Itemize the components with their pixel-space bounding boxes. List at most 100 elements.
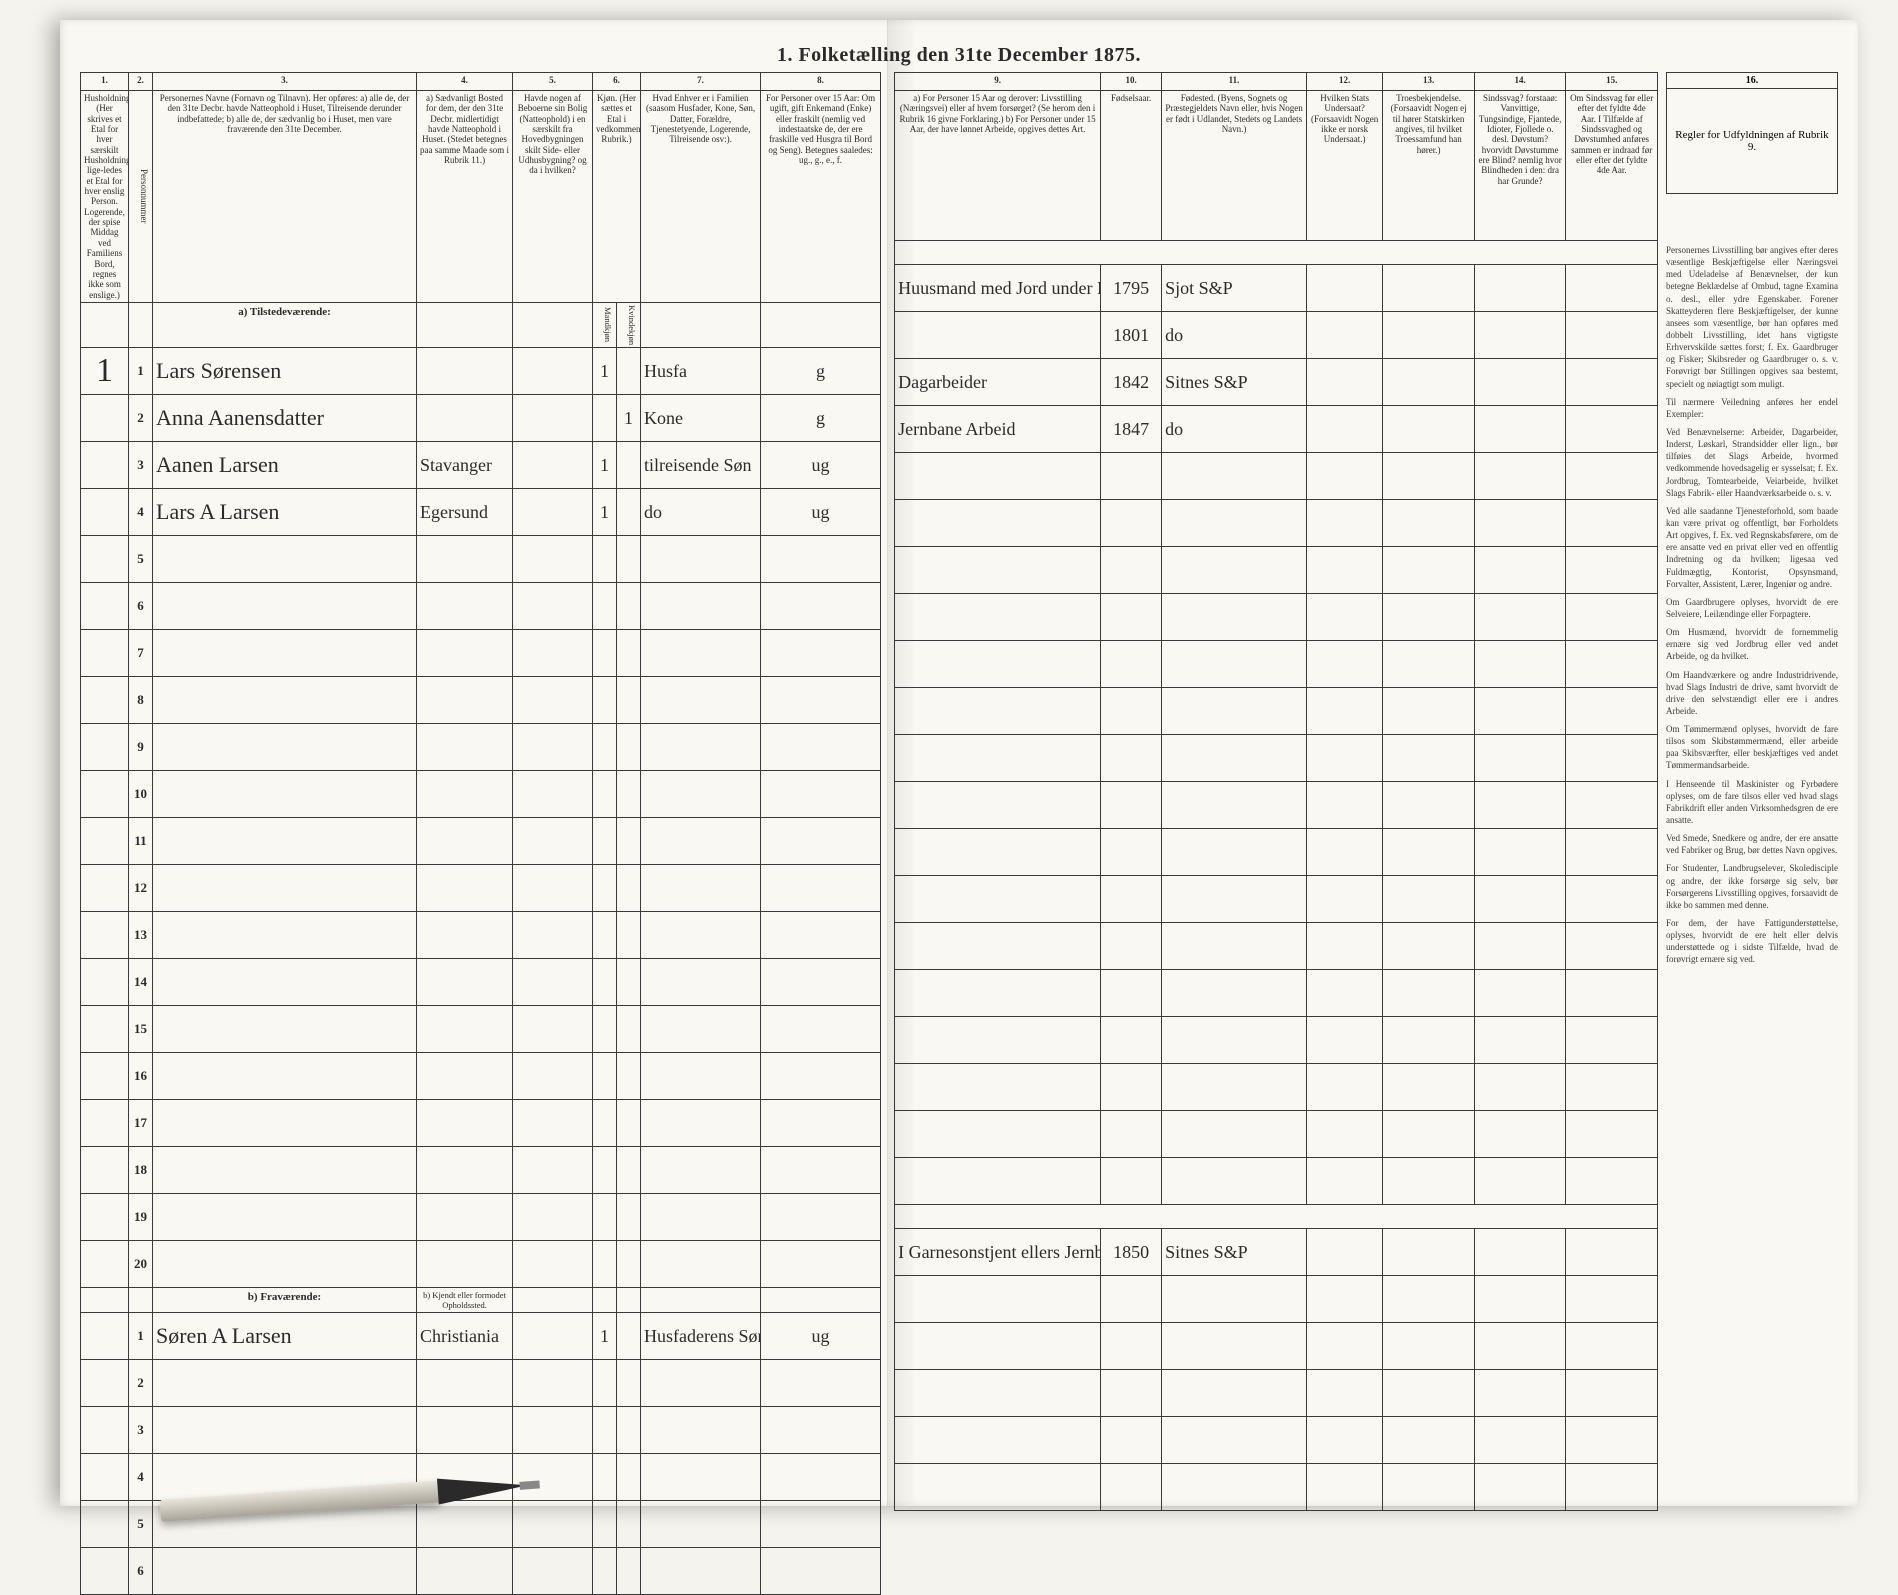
female-label: Kvindekjøn — [617, 302, 641, 347]
bosted-cell — [417, 348, 513, 395]
census-table-left: 1. 2. 3. 4. 5. 6. 7. 8. Husholdninger. (… — [80, 72, 881, 1595]
table-row: 5 — [81, 536, 881, 583]
instruction-paragraph: Om Haandværkere og andre Industridrivend… — [1666, 669, 1838, 718]
instruction-paragraph: Om Tømmermænd oplyses, hvorvidt de fare … — [1666, 723, 1838, 772]
col5-cell — [513, 395, 593, 442]
table-row: Jernbane Arbeid1847do — [895, 406, 1658, 453]
table-row — [895, 782, 1658, 829]
table-row — [895, 876, 1658, 923]
colnum-10: 10. — [1101, 73, 1162, 91]
colhead-7: Hvad Enhver er i Familien (saasom Husfad… — [641, 91, 761, 303]
occupation-cell: Jernbane Arbeid — [895, 406, 1101, 453]
census-ledger-page: 1. Folketælling den 31te December 1875. … — [60, 20, 1858, 1506]
colnum-4: 4. — [417, 73, 513, 91]
rownum-cell: 4 — [129, 1454, 153, 1501]
col5-cell — [513, 489, 593, 536]
colhead-9: a) For Personer 15 Aar og derover: Livss… — [895, 91, 1101, 241]
table-row — [895, 547, 1658, 594]
section-b-label: b) Fraværende: — [153, 1288, 417, 1313]
colhead-row-r: a) For Personer 15 Aar og derover: Livss… — [895, 91, 1658, 241]
bosted-cell — [417, 395, 513, 442]
colnum-15: 15. — [1566, 73, 1658, 91]
birthplace-cell: Sitnes S&P — [1162, 359, 1307, 406]
household-cell — [81, 395, 129, 442]
birthplace-cell: Sitnes S&P — [1162, 1229, 1307, 1276]
male-cell: 1 — [593, 348, 617, 395]
year-cell: 1850 — [1101, 1229, 1162, 1276]
rownum-cell: 8 — [129, 677, 153, 724]
colhead-11: Fødested. (Byens, Sognets og Præstegjeld… — [1162, 91, 1307, 241]
table-row: 13 — [81, 912, 881, 959]
table-row: 7 — [81, 630, 881, 677]
table-row — [895, 641, 1658, 688]
table-row: 16 — [81, 1053, 881, 1100]
colnum-16: 16. — [1667, 73, 1837, 89]
rownum-cell: 16 — [129, 1053, 153, 1100]
table-row: 3 — [81, 1407, 881, 1454]
rownum-cell: 11 — [129, 818, 153, 865]
subhead-row: a) Tilstedeværende: Mandkjøn Kvindekjøn — [81, 302, 881, 347]
family-cell: tilreisende Søn — [641, 442, 761, 489]
female-cell: 1 — [617, 395, 641, 442]
instruction-paragraph: Ved alle saadanne Tjenesteforhold, som b… — [1666, 505, 1838, 590]
table-row — [895, 1276, 1658, 1323]
table-row: 11 — [81, 818, 881, 865]
section-b-header-row: b) Fraværende: b) Kjendt eller formodet … — [81, 1288, 881, 1313]
table-row: 10 — [81, 771, 881, 818]
instruction-paragraph: Til nærmere Veiledning anføres her endel… — [1666, 396, 1838, 420]
table-row: 1801do — [895, 312, 1658, 359]
household-cell: 1 — [81, 348, 129, 395]
colnum-row: 1. 2. 3. 4. 5. 6. 7. 8. — [81, 73, 881, 91]
table-row: Dagarbeider1842Sitnes S&P — [895, 359, 1658, 406]
table-row: 11Lars Sørensen1Husfag — [81, 348, 881, 395]
rownum-cell: 1 — [129, 348, 153, 395]
rownum-cell: 12 — [129, 865, 153, 912]
colnum-5: 5. — [513, 73, 593, 91]
rownum-cell: 15 — [129, 1006, 153, 1053]
civil-cell: ug — [761, 442, 881, 489]
census-table-right: 9. 10. 11. 12. 13. 14. 15. a) For Person… — [894, 72, 1658, 1511]
table-row: 18 — [81, 1147, 881, 1194]
household-cell — [81, 489, 129, 536]
colhead-3: Personernes Navne (Fornavn og Tilnavn). … — [153, 91, 417, 303]
year-cell: 1795 — [1101, 265, 1162, 312]
colhead-row: Husholdninger. (Her skrives et Etal for … — [81, 91, 881, 303]
right-table-wrap: 9. 10. 11. 12. 13. 14. 15. a) For Person… — [894, 72, 1658, 1466]
table-row — [895, 500, 1658, 547]
table-row — [895, 1111, 1658, 1158]
table-row — [895, 1464, 1658, 1511]
civil-cell: g — [761, 348, 881, 395]
col16-header: 16. Regler for Udfyldningen af Rubrik 9. — [1666, 72, 1838, 194]
table-row — [895, 1158, 1658, 1205]
table-row: 2Anna Aanensdatter1Koneg — [81, 395, 881, 442]
rownum-cell: 17 — [129, 1100, 153, 1147]
civil-cell: ug — [761, 489, 881, 536]
rownum-cell: 6 — [129, 1548, 153, 1595]
table-row: 17 — [81, 1100, 881, 1147]
table-row: I Garnesonstjent ellers Jernbane Arbeid1… — [895, 1229, 1658, 1276]
table-row: 3Aanen LarsenStavanger1tilreisende Sønug — [81, 442, 881, 489]
colnum-3: 3. — [153, 73, 417, 91]
table-row — [895, 735, 1658, 782]
colhead-15: Om Sindssvag før eller efter det fyldte … — [1566, 91, 1658, 241]
pen-tip — [519, 1480, 540, 1489]
instruction-paragraph: I Henseende til Maskinister og Fyrbødere… — [1666, 778, 1838, 827]
right-page: 9. 10. 11. 12. 13. 14. 15. a) For Person… — [887, 20, 1858, 1506]
rownum-cell: 3 — [129, 1407, 153, 1454]
pen-nib — [437, 1472, 529, 1504]
year-cell: 1847 — [1101, 406, 1162, 453]
table-row — [895, 1064, 1658, 1111]
colnum-11: 11. — [1162, 73, 1307, 91]
male-cell: 1 — [593, 442, 617, 489]
table-row: 1Søren A LarsenChristiania1Husfaderens S… — [81, 1313, 881, 1360]
colhead-8: For Personer over 15 Aar: Om ugift, gift… — [761, 91, 881, 303]
rownum-cell: 18 — [129, 1147, 153, 1194]
table-row: 6 — [81, 583, 881, 630]
occupation-cell — [895, 312, 1101, 359]
male-cell: 1 — [593, 489, 617, 536]
colhead-10: Fødselsaar. — [1101, 91, 1162, 241]
male-cell: 1 — [593, 1313, 617, 1360]
colhead-6: Kjøn. (Her sættes et Etal i vedkommende … — [593, 91, 641, 303]
occupation-cell: Huusmand med Jord under Nes af Sitnes Fa… — [895, 265, 1101, 312]
instruction-paragraph: Om Gaardbrugere oplyses, hvorvidt de ere… — [1666, 596, 1838, 620]
